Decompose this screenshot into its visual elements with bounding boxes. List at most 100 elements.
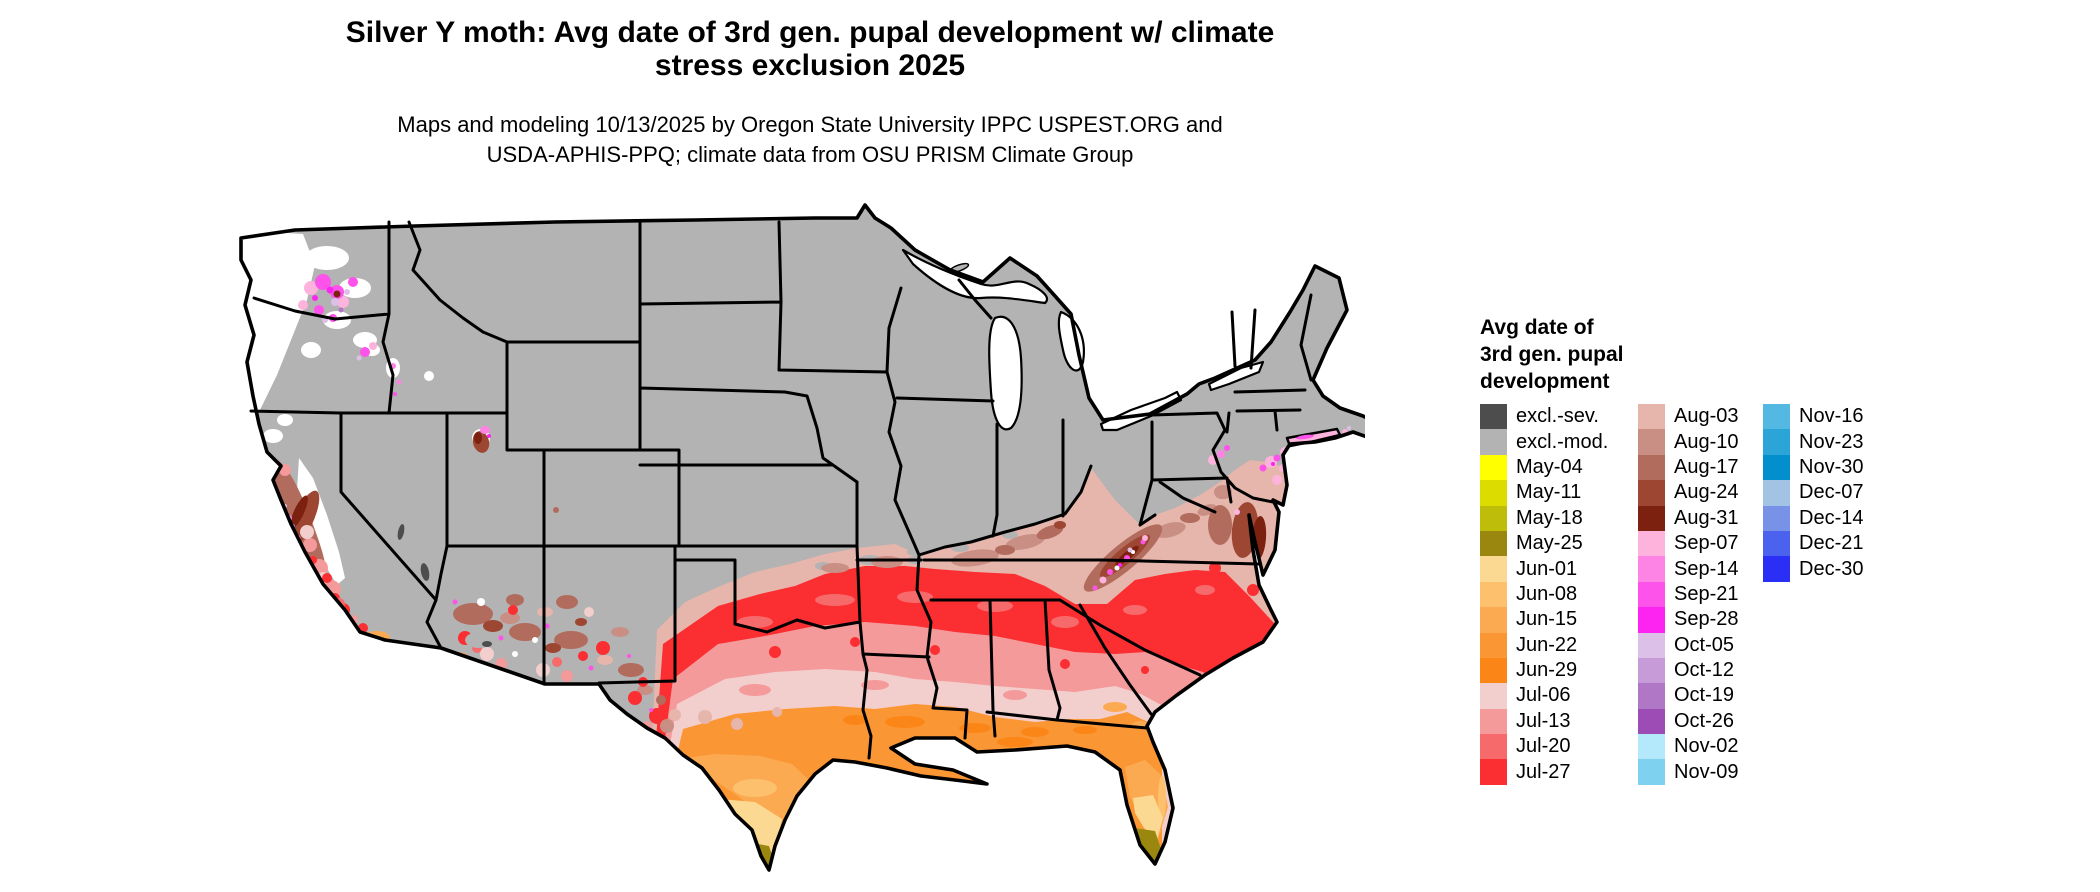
legend-label: Sep-21 — [1674, 582, 1739, 605]
legend-label: Aug-03 — [1674, 405, 1739, 428]
legend-swatch — [1638, 404, 1665, 430]
page-title: Silver Y moth: Avg date of 3rd gen. pupa… — [0, 16, 1620, 82]
legend-label: Sep-07 — [1674, 532, 1739, 555]
us-map-svg — [239, 203, 1377, 872]
legend-item: Nov-09 — [1638, 759, 1739, 785]
legend-label: Jun-15 — [1516, 608, 1578, 631]
legend-item: excl.-sev. — [1480, 404, 1608, 430]
legend-swatch — [1638, 759, 1665, 785]
legend-label: Jun-08 — [1516, 582, 1578, 605]
legend-item: Oct-12 — [1638, 657, 1739, 684]
legend-item: Sep-14 — [1638, 556, 1739, 582]
legend-label: Jul-27 — [1516, 760, 1571, 783]
legend-label: Nov-02 — [1674, 735, 1739, 758]
legend-label: Oct-19 — [1674, 684, 1735, 707]
legend-swatch — [1763, 404, 1790, 430]
legend-label: Dec-21 — [1799, 532, 1864, 555]
legend-swatch — [1480, 708, 1507, 735]
legend-item: May-11 — [1480, 480, 1608, 506]
legend-label: Aug-17 — [1674, 455, 1739, 478]
legend-item: Jun-29 — [1480, 657, 1608, 684]
legend-label: Dec-07 — [1799, 481, 1864, 504]
legend-label: Jun-01 — [1516, 557, 1578, 580]
legend-label: excl.-mod. — [1516, 430, 1609, 453]
legend-label: Nov-23 — [1799, 430, 1864, 453]
legend-swatch — [1480, 429, 1507, 455]
legend-swatch — [1638, 454, 1665, 481]
legend-item: Dec-14 — [1763, 505, 1863, 531]
legend-column-2: Aug-03 Aug-10 Aug-17 Aug-24 Aug-31 Sep-07 Sep-… — [1638, 404, 1739, 785]
us-outline — [239, 203, 1377, 872]
legend-label: Jul-20 — [1516, 735, 1571, 758]
legend-swatch — [1763, 480, 1790, 506]
legend-label: May-11 — [1516, 481, 1582, 504]
legend-swatch — [1638, 530, 1665, 557]
legend-swatch — [1480, 657, 1507, 684]
legend-swatch — [1480, 454, 1507, 481]
legend-swatch — [1638, 607, 1665, 633]
legend-label: Oct-26 — [1674, 709, 1735, 732]
legend-label: Sep-14 — [1674, 557, 1739, 580]
state-borders — [249, 220, 1313, 760]
legend-swatch — [1480, 734, 1507, 760]
subtitle-line-1: Maps and modeling 10/13/2025 by Oregon S… — [397, 112, 1223, 137]
legend-item: Aug-31 — [1638, 505, 1739, 531]
legend-item: Jun-01 — [1480, 556, 1608, 582]
legend-swatch — [1480, 632, 1507, 658]
title-line-1: Silver Y moth: Avg date of 3rd gen. pupa… — [345, 16, 1275, 49]
subtitle-line-2: USDA-APHIS-PPQ; climate data from OSU PR… — [486, 142, 1134, 167]
page-subtitle: Maps and modeling 10/13/2025 by Oregon S… — [0, 110, 1620, 170]
legend-swatch — [1638, 657, 1665, 684]
legend-item: Sep-07 — [1638, 530, 1739, 557]
legend-item: Jun-08 — [1480, 581, 1608, 608]
legend-item: Oct-19 — [1638, 683, 1739, 709]
legend-item: May-25 — [1480, 530, 1608, 557]
legend-swatch — [1480, 480, 1507, 506]
legend-item: Aug-10 — [1638, 429, 1739, 455]
legend-label: Nov-30 — [1799, 455, 1864, 478]
legend-title: Avg date of 3rd gen. pupal development — [1480, 314, 1940, 395]
legend-label: May-25 — [1516, 532, 1583, 555]
legend-swatch — [1638, 556, 1665, 582]
legend-swatch — [1480, 607, 1507, 633]
legend-item: Dec-07 — [1763, 480, 1864, 506]
legend-swatch — [1480, 683, 1507, 709]
legend: Avg date of 3rd gen. pupal development e… — [1480, 314, 1940, 785]
lake-superior — [901, 248, 1049, 305]
legend-label: Jul-06 — [1516, 684, 1571, 707]
legend-label: May-04 — [1516, 455, 1583, 478]
legend-item: Aug-24 — [1638, 480, 1739, 506]
legend-label: Nov-09 — [1674, 760, 1739, 783]
legend-swatch — [1638, 734, 1665, 760]
legend-swatch — [1480, 530, 1507, 557]
legend-title-line-3: development — [1480, 370, 1610, 393]
legend-label: Jun-29 — [1516, 659, 1578, 682]
legend-swatch — [1638, 708, 1665, 735]
legend-item: Aug-17 — [1638, 454, 1739, 481]
legend-item: Jul-27 — [1480, 759, 1608, 785]
legend-title-line-1: Avg date of — [1480, 316, 1594, 339]
legend-item: Dec-30 — [1763, 556, 1863, 582]
legend-item: Jul-06 — [1480, 683, 1608, 709]
legend-item: Nov-30 — [1763, 454, 1864, 481]
legend-label: Jun-22 — [1516, 633, 1578, 656]
legend-item: Nov-23 — [1763, 429, 1864, 455]
legend-swatch — [1763, 530, 1790, 557]
legend-item: excl.-mod. — [1480, 429, 1609, 455]
legend-swatch — [1480, 404, 1507, 430]
us-map — [215, 170, 1377, 890]
legend-swatch — [1638, 683, 1665, 709]
legend-item: Sep-28 — [1638, 607, 1739, 633]
legend-swatch — [1763, 505, 1790, 531]
legend-swatch — [1480, 505, 1507, 531]
legend-item: May-18 — [1480, 505, 1608, 531]
legend-swatch — [1638, 480, 1665, 506]
legend-swatch — [1763, 556, 1790, 582]
legend-swatch — [1763, 429, 1790, 455]
lake-erie — [1099, 390, 1183, 432]
legend-swatch — [1480, 759, 1507, 785]
legend-item: Jun-22 — [1480, 632, 1608, 658]
legend-label: Jul-13 — [1516, 709, 1571, 732]
legend-label: Aug-10 — [1674, 430, 1739, 453]
